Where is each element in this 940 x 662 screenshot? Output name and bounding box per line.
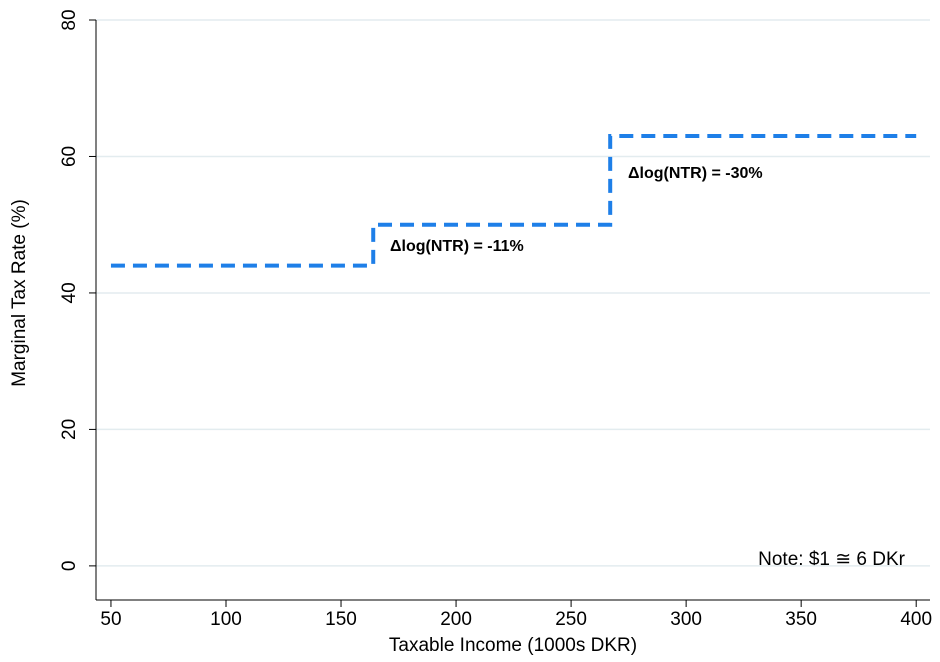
y-axis-label: Marginal Tax Rate (%): [9, 199, 30, 387]
x-tick-label: 150: [325, 609, 357, 630]
note: Note: $1 ≅ 6 DKr: [758, 549, 906, 570]
y-tick-label: 20: [59, 419, 80, 440]
y-tick-label: 60: [59, 146, 80, 167]
y-tick-label: 80: [59, 9, 80, 30]
x-tick-label: 400: [900, 609, 932, 630]
y-tick-label: 40: [59, 282, 80, 303]
x-axis-label: Taxable Income (1000s DKR): [389, 635, 637, 656]
x-tick-label: 250: [555, 609, 587, 630]
x-tick-label: 350: [785, 609, 817, 630]
annotation: Δlog(NTR) = -11%: [390, 238, 524, 255]
x-tick-label: 300: [670, 609, 702, 630]
step-line: [110, 134, 917, 268]
x-tick-label: 100: [210, 609, 242, 630]
annotation: Δlog(NTR) = -30%: [628, 165, 763, 182]
y-tick-label: 0: [59, 561, 80, 572]
x-tick-label: 50: [100, 609, 121, 630]
x-tick-label: 200: [440, 609, 472, 630]
